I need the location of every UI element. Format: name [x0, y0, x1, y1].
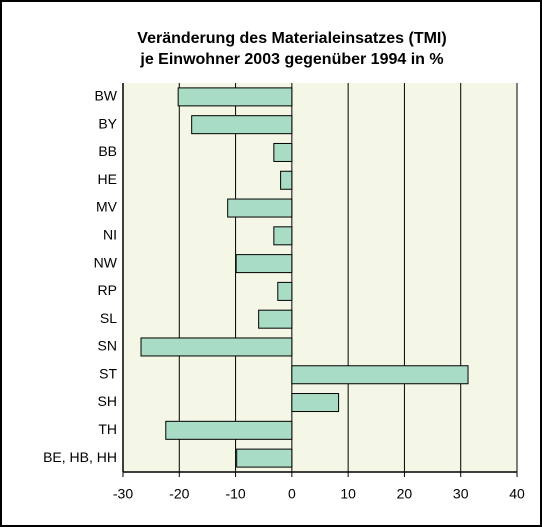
bar	[165, 420, 293, 440]
y-tick-label: NW	[94, 254, 118, 270]
bar	[273, 142, 293, 162]
bar	[140, 337, 293, 357]
y-tick-label: SN	[98, 338, 117, 354]
bar	[177, 87, 293, 107]
bar	[236, 448, 293, 468]
y-tick-label: BB	[98, 143, 117, 159]
y-tick-label: ST	[99, 365, 117, 381]
bar	[235, 254, 293, 274]
y-tick-label: NI	[103, 227, 117, 243]
x-tick-label: 0	[288, 486, 296, 502]
bar	[191, 115, 293, 135]
bar	[277, 281, 293, 301]
bar	[258, 309, 293, 329]
bar	[291, 365, 469, 385]
y-tick-label: BE, HB, HH	[43, 449, 117, 465]
x-tick-label: -20	[169, 486, 189, 502]
bar	[273, 226, 293, 246]
bar	[227, 198, 293, 218]
bar	[280, 170, 293, 190]
y-tick-label: BY	[98, 115, 117, 131]
x-tick-label: 20	[397, 486, 413, 502]
y-tick-label: RP	[98, 282, 117, 298]
y-tick-label: BW	[94, 88, 117, 104]
x-tick-label: 30	[453, 486, 469, 502]
y-tick-label: SH	[98, 393, 117, 409]
x-tick-label: -30	[113, 486, 133, 502]
y-tick-label: TH	[98, 421, 117, 437]
bar	[291, 393, 340, 413]
y-tick-label: SL	[100, 310, 117, 326]
chart-title: Veränderung des Materialeinsatzes (TMI)	[137, 30, 446, 47]
y-tick-label: MV	[96, 199, 118, 215]
x-tick-label: 10	[340, 486, 356, 502]
y-tick-label: HE	[98, 171, 117, 187]
plot-area	[123, 83, 517, 472]
chart-title: je Einwohner 2003 gegenüber 1994 in %	[139, 51, 443, 68]
x-tick-label: 40	[509, 486, 525, 502]
x-tick-label: -10	[225, 486, 245, 502]
